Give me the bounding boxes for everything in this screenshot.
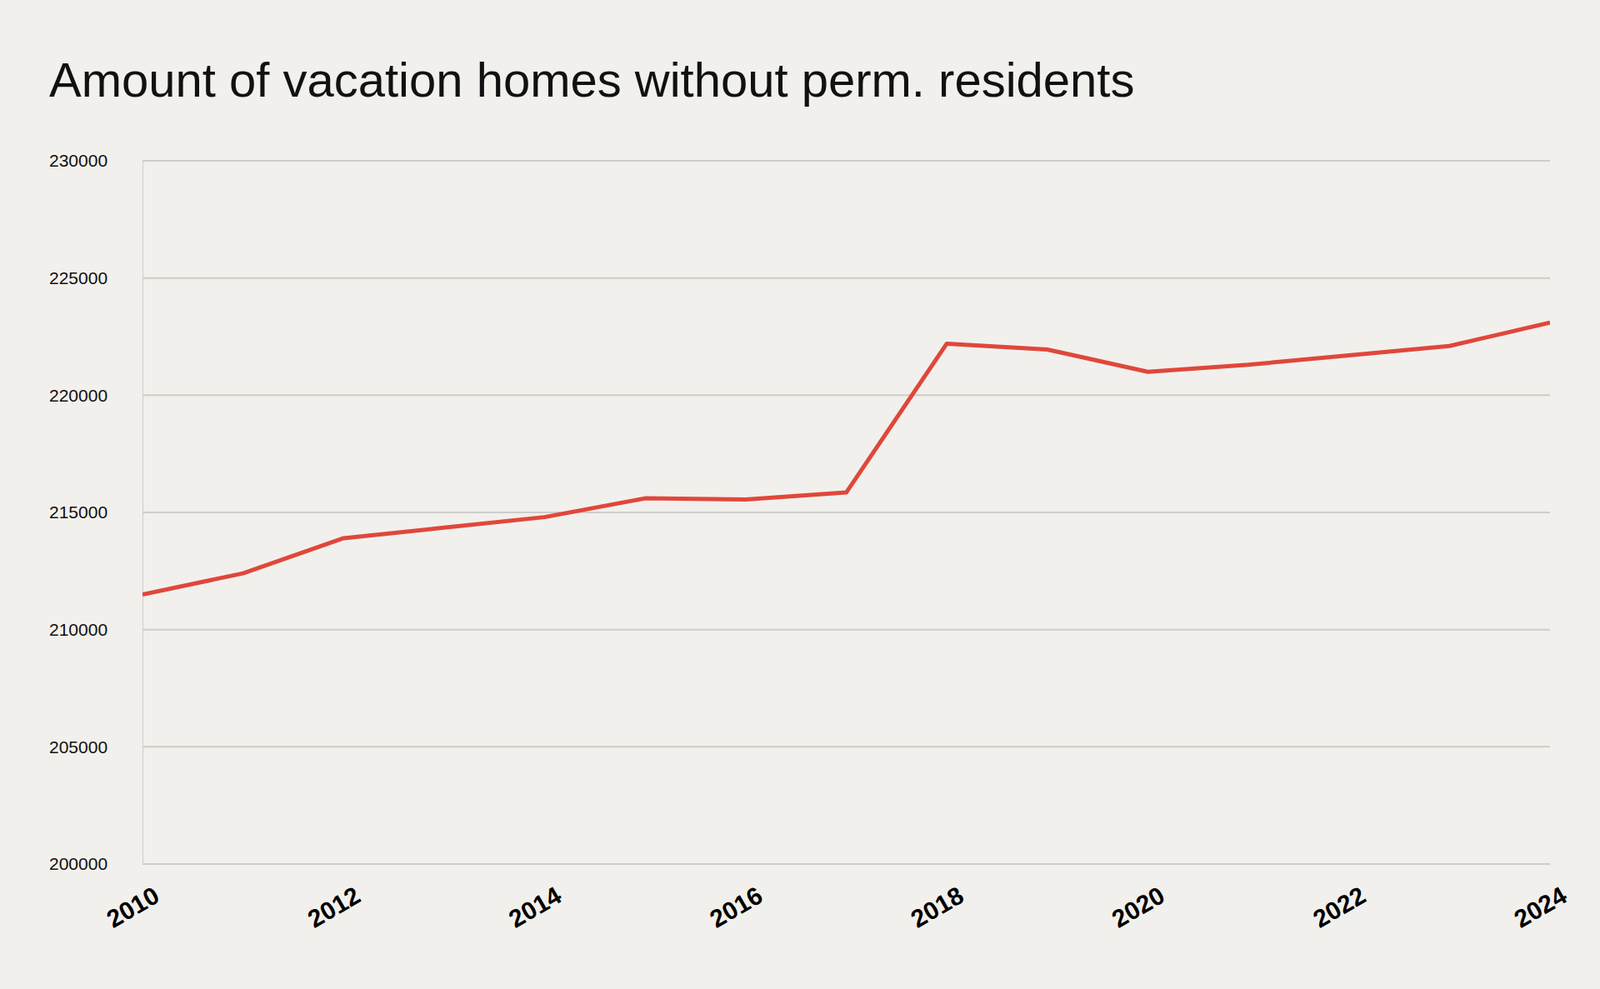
x-axis: 2010 2012 2014 2016 2018 2020 2022 2024 [101, 864, 1572, 934]
line [142, 322, 1550, 595]
x-tick-label: 2022 [1308, 881, 1370, 934]
grid-line [142, 863, 1550, 865]
y-tick-label: 215000 [49, 502, 108, 522]
x-tick-label: 2014 [504, 880, 567, 933]
grid-line [142, 394, 1550, 396]
x-tick-label: 2016 [705, 881, 767, 934]
x-tick: 2012 [302, 864, 365, 934]
y-axis-line [142, 161, 144, 865]
x-tick: 2014 [504, 864, 567, 934]
y-tick: 225000 [49, 268, 143, 288]
grid-line [142, 277, 1550, 280]
x-tick: 2022 [1308, 864, 1370, 934]
y-tick: 205000 [49, 737, 143, 757]
x-tick: 2020 [1107, 864, 1170, 934]
x-tick-label: 2012 [302, 881, 365, 934]
series [142, 322, 1550, 595]
x-tick-label: 2010 [101, 881, 164, 934]
grid-line [142, 511, 1550, 514]
grid-line [142, 160, 1550, 162]
y-axis: 200000 205000 210000 215000 220000 225000 2300… [49, 150, 144, 874]
y-tick: 230000 [49, 150, 143, 170]
grid [142, 160, 1550, 865]
background [0, 0, 1600, 989]
y-tick: 200000 [49, 854, 143, 874]
y-tick: 220000 [49, 385, 143, 405]
x-tick-label: 2020 [1107, 881, 1170, 934]
y-tick-label: 200000 [49, 854, 108, 874]
x-axis-line [143, 864, 1551, 865]
x-tick: 2016 [705, 864, 767, 934]
grid-line [142, 745, 1550, 748]
y-tick-label: 220000 [49, 385, 108, 405]
x-tick: 2010 [101, 864, 164, 934]
plot: 200000 205000 210000 215000 220000 225000 2300… [49, 150, 1572, 933]
y-tick-label: 210000 [49, 620, 108, 640]
y-tick-label: 230000 [49, 150, 108, 170]
x-tick: 2018 [905, 864, 968, 934]
y-tick-label: 225000 [49, 268, 108, 288]
y-tick: 210000 [49, 620, 143, 640]
y-tick-label: 205000 [49, 737, 108, 757]
grid-line [142, 629, 1550, 631]
chart: Amount of vacation homes without perm. r… [0, 0, 1600, 989]
x-tick: 2024 [1509, 864, 1572, 934]
title: Amount of vacation homes without perm. r… [49, 52, 1135, 107]
y-tick: 215000 [49, 502, 143, 522]
x-tick-label: 2018 [905, 881, 968, 934]
x-tick-label: 2024 [1509, 880, 1572, 933]
